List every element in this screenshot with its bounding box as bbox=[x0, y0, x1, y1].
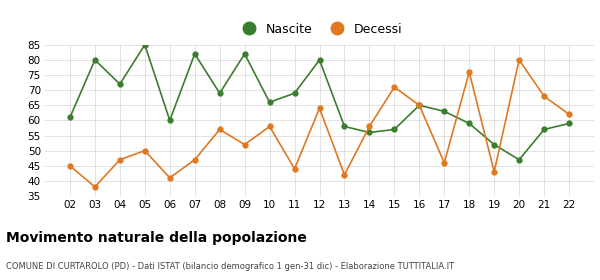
Nascite bbox=[565, 122, 572, 125]
Decessi bbox=[91, 185, 98, 189]
Nascite bbox=[141, 43, 148, 46]
Nascite bbox=[266, 101, 273, 104]
Decessi bbox=[141, 149, 148, 152]
Decessi bbox=[67, 164, 74, 167]
Decessi bbox=[466, 70, 473, 74]
Line: Decessi: Decessi bbox=[68, 57, 571, 189]
Nascite bbox=[515, 158, 523, 161]
Decessi bbox=[166, 176, 173, 179]
Decessi bbox=[491, 170, 498, 174]
Line: Nascite: Nascite bbox=[68, 42, 571, 162]
Nascite bbox=[91, 58, 98, 62]
Nascite bbox=[191, 52, 199, 55]
Nascite bbox=[216, 92, 223, 95]
Decessi bbox=[291, 167, 298, 171]
Nascite bbox=[366, 131, 373, 134]
Text: COMUNE DI CURTAROLO (PD) - Dati ISTAT (bilancio demografico 1 gen-31 dic) - Elab: COMUNE DI CURTAROLO (PD) - Dati ISTAT (b… bbox=[6, 262, 454, 271]
Decessi bbox=[216, 128, 223, 131]
Nascite bbox=[291, 92, 298, 95]
Nascite bbox=[466, 122, 473, 125]
Nascite bbox=[166, 119, 173, 122]
Nascite bbox=[491, 143, 498, 146]
Decessi bbox=[266, 125, 273, 128]
Nascite bbox=[116, 82, 124, 86]
Decessi bbox=[541, 95, 548, 98]
Nascite bbox=[416, 104, 423, 107]
Decessi bbox=[316, 107, 323, 110]
Decessi bbox=[116, 158, 124, 161]
Decessi bbox=[191, 158, 199, 161]
Nascite bbox=[241, 52, 248, 55]
Legend: Nascite, Decessi: Nascite, Decessi bbox=[232, 18, 407, 41]
Nascite bbox=[316, 58, 323, 62]
Nascite bbox=[67, 116, 74, 119]
Decessi bbox=[440, 161, 448, 164]
Decessi bbox=[565, 113, 572, 116]
Text: Movimento naturale della popolazione: Movimento naturale della popolazione bbox=[6, 231, 307, 245]
Decessi bbox=[366, 125, 373, 128]
Decessi bbox=[341, 173, 348, 176]
Nascite bbox=[541, 128, 548, 131]
Decessi bbox=[515, 58, 523, 62]
Decessi bbox=[416, 104, 423, 107]
Nascite bbox=[440, 110, 448, 113]
Nascite bbox=[391, 128, 398, 131]
Decessi bbox=[391, 85, 398, 89]
Decessi bbox=[241, 143, 248, 146]
Nascite bbox=[341, 125, 348, 128]
